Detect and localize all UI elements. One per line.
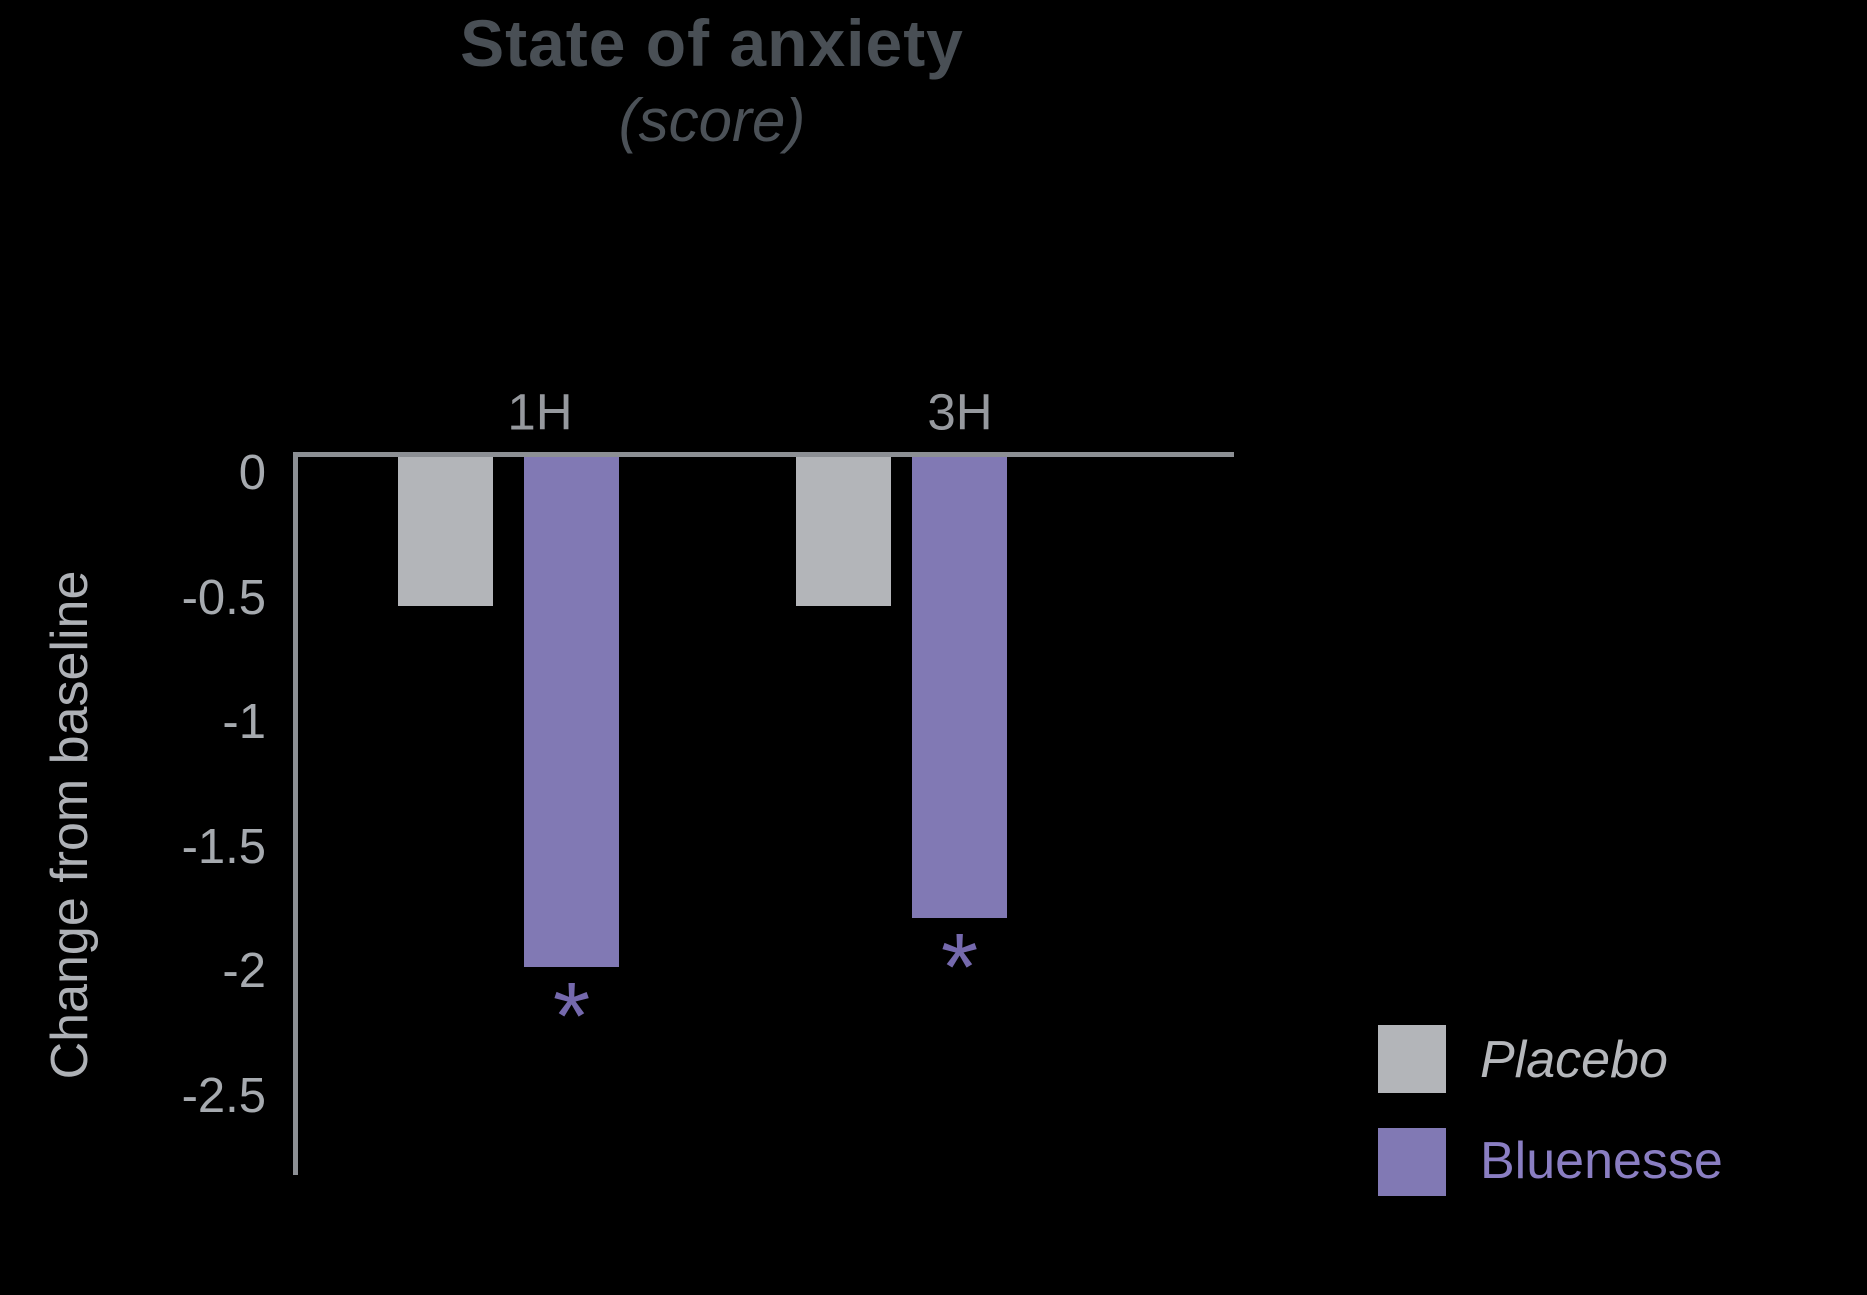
chart-subtitle: (score)	[618, 87, 806, 154]
y-tick-label--1.5: -1.5	[181, 819, 266, 874]
y-tick-label--2.5: -2.5	[181, 1068, 266, 1123]
significance-asterisk-3h: *	[940, 914, 979, 1021]
category-label-3h: 3H	[927, 383, 993, 441]
significance-asterisk-1h: *	[552, 963, 591, 1070]
y-axis-line	[293, 452, 298, 1175]
title-block: State of anxiety (score)	[0, 0, 1424, 156]
y-tick-label-0: 0	[238, 446, 266, 500]
chart-title: State of anxiety	[460, 6, 964, 80]
bar-placebo-1h	[398, 457, 493, 606]
bar-bluenesse-1h	[524, 457, 619, 967]
category-label-1h: 1H	[507, 383, 573, 441]
legend-label-bluenesse: Bluenesse	[1480, 1132, 1723, 1190]
y-tick-label--2: -2	[222, 944, 266, 998]
bar-bluenesse-3h	[912, 457, 1007, 918]
legend-swatch-placebo	[1378, 1025, 1446, 1093]
bar-placebo-3h	[796, 457, 891, 606]
legend-label-placebo: Placebo	[1480, 1031, 1668, 1089]
y-tick-label--0.5: -0.5	[181, 570, 266, 625]
legend-swatch-bluenesse	[1378, 1128, 1446, 1196]
y-tick-label--1: -1	[222, 695, 266, 749]
x-axis-zero-line	[293, 452, 1234, 457]
